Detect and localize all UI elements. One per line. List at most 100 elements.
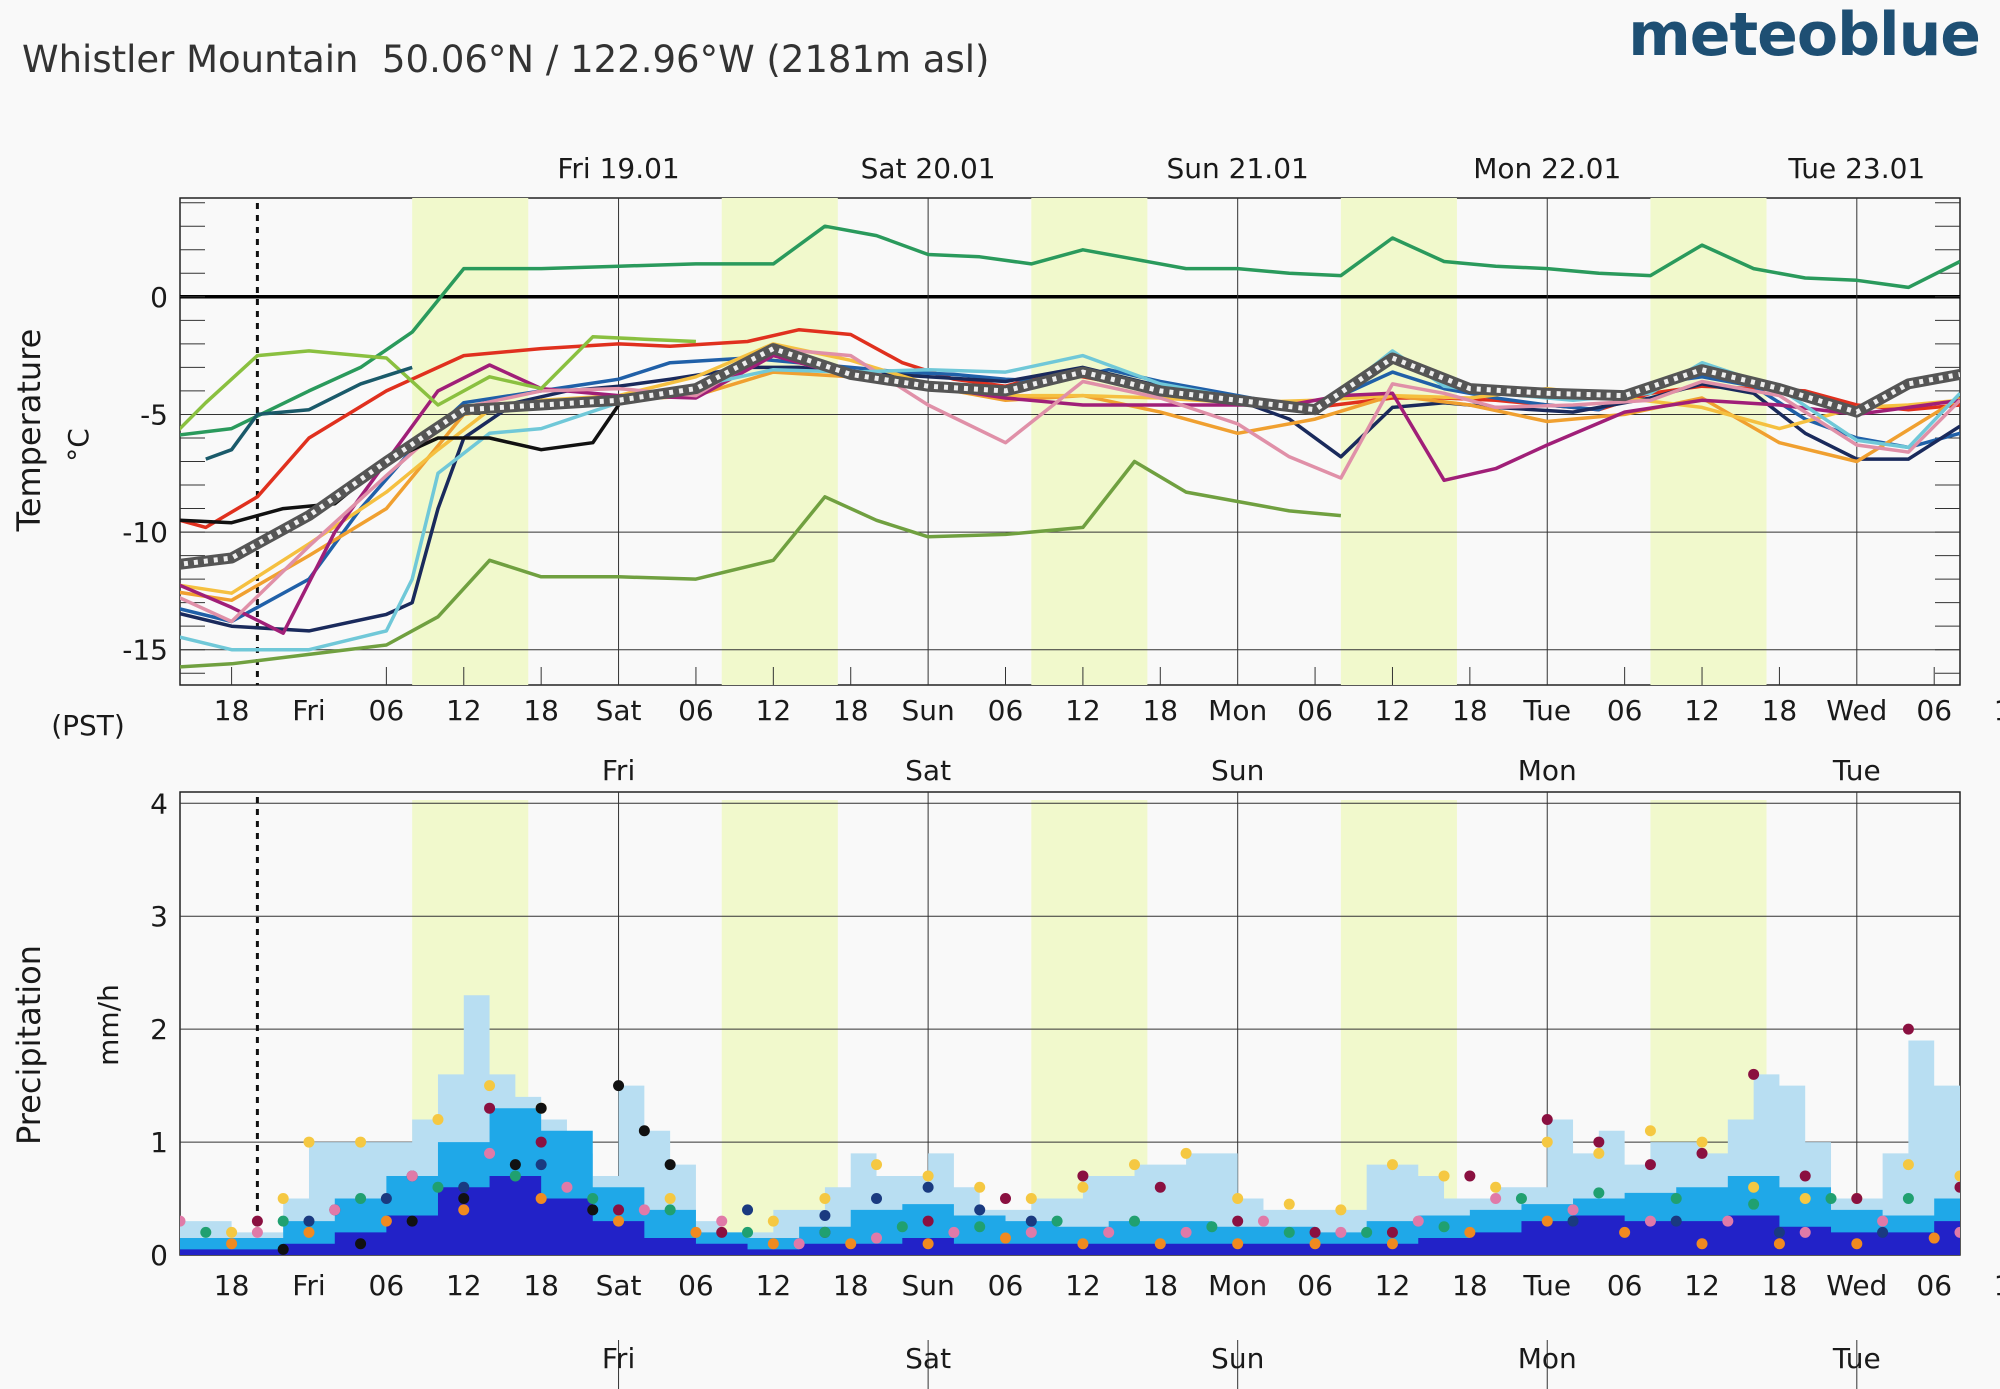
temp-ytick-label: -10: [122, 516, 168, 549]
precip-dot-teal: [1051, 1215, 1063, 1227]
precip-dot-maroon: [1000, 1193, 1012, 1205]
precip-dot-black: [587, 1204, 599, 1216]
precip-dot-yellow: [355, 1136, 367, 1148]
precip-dot-teal: [1748, 1198, 1760, 1210]
footer-day-label: Mon: [1518, 1342, 1577, 1375]
precip-day-header: Mon: [1518, 754, 1577, 787]
precip-dot-pink: [1180, 1226, 1192, 1238]
temp-xtick-label: Tue: [1522, 694, 1571, 727]
precip-ytick-label: 4: [150, 787, 168, 820]
precip-dot-yellow: [871, 1159, 883, 1171]
precip-dot-yellow: [1438, 1170, 1450, 1182]
precip-dot-yellow: [767, 1215, 779, 1227]
precip-dot-pink: [1335, 1226, 1347, 1238]
precip-dot-navy: [819, 1209, 831, 1221]
precip-dot-yellow: [1386, 1159, 1398, 1171]
precip-dot-yellow: [277, 1193, 289, 1205]
temp-line-model-g: [180, 353, 1960, 635]
precip-area-low: [180, 1175, 1960, 1255]
precip-dot-yellow: [1025, 1193, 1037, 1205]
temp-xtick-label: 06: [678, 694, 714, 727]
precip-dot-pink: [716, 1215, 728, 1227]
precip-dot-yellow: [484, 1080, 496, 1092]
temp-line-model-k: [180, 459, 1342, 669]
precip-dot-maroon: [1386, 1226, 1398, 1238]
temp-xtick-label: 06: [1916, 694, 1952, 727]
precip-xtick-label: 18: [214, 1269, 250, 1302]
precip-dot-teal: [509, 1170, 521, 1182]
precip-xtick-label: 12: [1065, 1269, 1101, 1302]
daylight-band-5: [1960, 800, 2000, 1255]
precip-dot-black: [509, 1159, 521, 1171]
precip-dot-orange: [535, 1193, 547, 1205]
day-header: Tue 23.01: [1787, 152, 1925, 185]
precip-dot-teal: [355, 1193, 367, 1205]
precip-dot-yellow: [664, 1193, 676, 1205]
precip-dot-navy: [922, 1181, 934, 1193]
precip-dot-yellow: [1490, 1181, 1502, 1193]
precip-dot-black: [458, 1193, 470, 1205]
precip-xtick-label: 06: [1297, 1269, 1333, 1302]
precip-dot-black: [355, 1238, 367, 1250]
precip-dot-pink: [948, 1226, 960, 1238]
temp-xtick-label: 12: [756, 694, 792, 727]
precip-dot-navy: [1670, 1215, 1682, 1227]
precip-dot-black: [638, 1125, 650, 1137]
temp-xtick-label: Sun: [901, 694, 954, 727]
temp-line-model-a: [180, 224, 1960, 437]
precip-dot-yellow: [1232, 1193, 1244, 1205]
precip-xtick-label: 18: [1762, 1269, 1798, 1302]
precip-dot-yellow: [1593, 1147, 1605, 1159]
precip-dot-pink: [1025, 1226, 1037, 1238]
temp-xtick-label: 18: [523, 694, 559, 727]
precip-dot-teal: [1438, 1221, 1450, 1233]
precip-ytick-label: 2: [150, 1013, 168, 1046]
precip-dot-pink: [1490, 1193, 1502, 1205]
precip-dot-black: [535, 1102, 547, 1114]
day-header: Mon 22.01: [1473, 152, 1621, 185]
precip-dot-maroon: [251, 1215, 263, 1227]
precip-ytick-label: 3: [150, 900, 168, 933]
precip-xtick-label: 06: [369, 1269, 405, 1302]
temp-xtick-label: Mon: [1208, 694, 1267, 727]
precip-dot-teal: [896, 1221, 908, 1233]
precip-dot-orange: [1000, 1232, 1012, 1244]
precip-dot-yellow: [1644, 1125, 1656, 1137]
precip-dot-orange: [380, 1215, 392, 1227]
timezone-label: (PST): [51, 709, 125, 742]
precip-xtick-label: Fri: [292, 1269, 325, 1302]
precip-axis-unit: mm/h: [92, 984, 125, 1066]
precip-dot-maroon: [1309, 1226, 1321, 1238]
temp-line-model-l: [205, 365, 413, 461]
precip-dot-pink: [871, 1232, 883, 1244]
brand-logo: meteoblue: [1628, 0, 1981, 70]
precip-dot-pink: [1567, 1204, 1579, 1216]
precip-dot-teal: [277, 1215, 289, 1227]
precip-dot-pink: [1103, 1226, 1115, 1238]
daylight-band-2: [1031, 198, 1148, 685]
precip-dot-navy: [380, 1193, 392, 1205]
precip-xtick-label: 12: [1684, 1269, 1720, 1302]
precip-dot-orange: [1928, 1232, 1940, 1244]
precip-dot-yellow: [1541, 1136, 1553, 1148]
precip-day-header: Fri: [602, 754, 635, 787]
day-header: Fri 19.01: [557, 152, 679, 185]
precip-dot-yellow: [1077, 1181, 1089, 1193]
precip-dot-maroon: [1748, 1068, 1760, 1080]
temp-xtick-label: 18: [833, 694, 869, 727]
precip-dot-navy: [974, 1204, 986, 1216]
precip-dot-pink: [1644, 1215, 1656, 1227]
precip-dot-yellow: [1180, 1147, 1192, 1159]
precip-day-header: Sun: [1211, 754, 1264, 787]
precip-dot-teal: [1361, 1226, 1373, 1238]
precip-dot-maroon: [1851, 1193, 1863, 1205]
precip-dot-teal: [1128, 1215, 1140, 1227]
precip-dot-pink: [561, 1181, 573, 1193]
temp-xtick-label: 06: [1607, 694, 1643, 727]
precip-xtick-label: 12: [1994, 1269, 2000, 1302]
precip-dot-black: [277, 1243, 289, 1255]
precip-dot-navy: [742, 1204, 754, 1216]
precip-dot-yellow: [303, 1136, 315, 1148]
precip-dot-yellow: [1283, 1198, 1295, 1210]
